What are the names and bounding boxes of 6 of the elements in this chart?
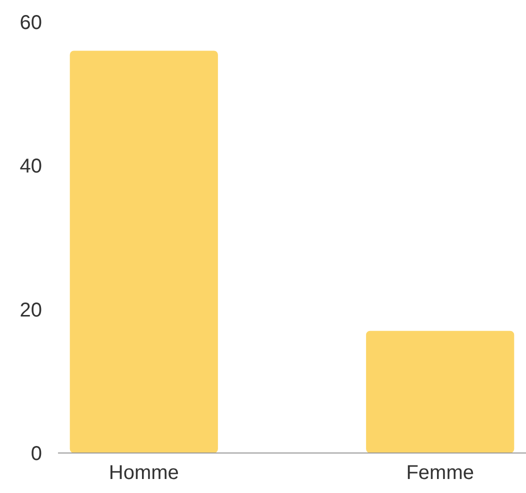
y-tick-label: 40 bbox=[20, 156, 42, 178]
x-tick-label: Femme bbox=[406, 462, 474, 484]
x-tick-label: Homme bbox=[108, 462, 179, 484]
y-tick-label: 20 bbox=[20, 299, 42, 322]
y-tick-label: 0 bbox=[30, 443, 42, 465]
y-tick-label: 60 bbox=[20, 12, 42, 34]
